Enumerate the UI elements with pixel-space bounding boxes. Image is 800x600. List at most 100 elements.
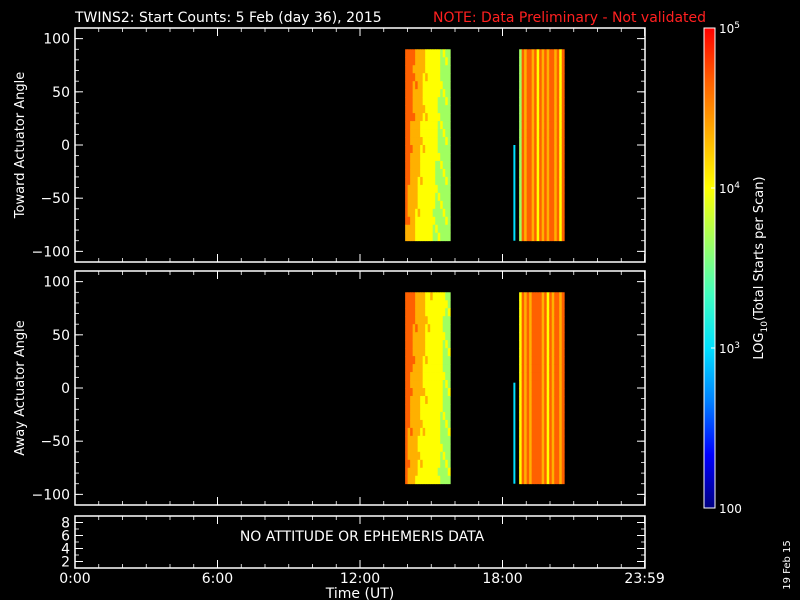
- heatmap-cell: [526, 208, 530, 218]
- heatmap-cell: [546, 340, 550, 349]
- heatmap-cell: [526, 372, 530, 381]
- heatmap-cell: [529, 411, 533, 421]
- heatmap-cell: [437, 475, 441, 485]
- heatmap-cell: [435, 113, 439, 122]
- heatmap-cell: [539, 324, 543, 333]
- heatmap-cell: [445, 105, 449, 114]
- heatmap-cell: [551, 57, 555, 66]
- heatmap-cell: [556, 475, 560, 485]
- heatmap-cell: [539, 372, 543, 381]
- heatmap-cell: [410, 292, 414, 301]
- heatmap-cell: [539, 459, 543, 469]
- heatmap-cell: [427, 176, 431, 186]
- heatmap-cell: [526, 192, 530, 202]
- heatmap-cell: [524, 89, 528, 98]
- heatmap-cell: [407, 192, 411, 202]
- heatmap-cell: [559, 364, 563, 373]
- heatmap-cell: [432, 380, 436, 389]
- heatmap-cell: [405, 324, 409, 333]
- heatmap-cell: [529, 129, 533, 138]
- heatmap-cell: [519, 356, 523, 365]
- heatmap-cell: [534, 49, 538, 58]
- heatmap-cell: [435, 459, 439, 469]
- chart-title: TWINS2: Start Counts: 5 Feb (day 36), 20…: [74, 10, 382, 26]
- heatmap-cell: [407, 160, 411, 170]
- heatmap-cell: [405, 176, 409, 186]
- heatmap-cell: [425, 216, 429, 226]
- heatmap-cell: [534, 292, 538, 301]
- heatmap-cell: [561, 403, 565, 413]
- heatmap-cell: [405, 427, 409, 437]
- heatmap-cell: [539, 113, 543, 122]
- heatmap-cell: [519, 364, 523, 373]
- heatmap-cell: [526, 152, 530, 162]
- heatmap-cell: [549, 224, 553, 234]
- heatmap-cell: [417, 411, 421, 421]
- heatmap-cell: [427, 89, 431, 98]
- heatmap-cell: [410, 129, 414, 138]
- heatmap-cell: [435, 192, 439, 202]
- heatmap-cell: [407, 145, 411, 154]
- heatmap-cell: [544, 129, 548, 138]
- heatmap-cell: [415, 475, 419, 485]
- heatmap-cell: [432, 411, 436, 421]
- heatmap-cell: [435, 232, 439, 242]
- heatmap-cell: [551, 129, 555, 138]
- heatmap-cell: [447, 57, 451, 66]
- heatmap-cell: [556, 467, 560, 477]
- heatmap-cell: [432, 57, 436, 66]
- heatmap-cell: [549, 459, 553, 469]
- heatmap-cell: [521, 340, 525, 349]
- heatmap-cell: [554, 145, 558, 154]
- heatmap-cell: [437, 89, 441, 98]
- heatmap-cell: [437, 216, 441, 226]
- heatmap-cell: [430, 200, 434, 210]
- heatmap-cell: [544, 152, 548, 162]
- heatmap-cell: [420, 97, 424, 106]
- heatmap-cell: [410, 411, 414, 421]
- heatmap-cell: [427, 475, 431, 485]
- heatmap-cell: [526, 200, 530, 210]
- heatmap-cell: [427, 292, 431, 301]
- heatmap-cell: [410, 435, 414, 445]
- heatmap-cell: [544, 81, 548, 90]
- heatmap-cell: [519, 332, 523, 341]
- heatmap-cell: [420, 451, 424, 461]
- heatmap-cell: [445, 200, 449, 210]
- heatmap-cell: [425, 292, 429, 301]
- heatmap-cell: [546, 81, 550, 90]
- heatmap-cell: [420, 467, 424, 477]
- heatmap-cell: [412, 105, 416, 114]
- heatmap-cell: [526, 224, 530, 234]
- heatmap-cell: [524, 121, 528, 130]
- heatmap-cell: [435, 216, 439, 226]
- heatmap-cell: [432, 316, 436, 325]
- heatmap-cell: [445, 348, 449, 357]
- heatmap-cell: [546, 129, 550, 138]
- heatmap-cell: [546, 192, 550, 202]
- heatmap-cell: [519, 176, 523, 186]
- heatmap-cell: [415, 168, 419, 178]
- heatmap-cell: [420, 348, 424, 357]
- heatmap-cell: [541, 224, 545, 234]
- heatmap-cell: [407, 427, 411, 437]
- heatmap-cell: [539, 475, 543, 485]
- heatmap-cell: [534, 216, 538, 226]
- heatmap-cell: [407, 411, 411, 421]
- heatmap-cell: [534, 129, 538, 138]
- heatmap-cell: [425, 411, 429, 421]
- heatmap-cell: [551, 356, 555, 365]
- heatmap-cell: [531, 348, 535, 357]
- heatmap-cell: [445, 403, 449, 413]
- heatmap-cell: [432, 340, 436, 349]
- heatmap-cell: [430, 324, 434, 333]
- heatmap-cell: [531, 176, 535, 186]
- heatmap-cell: [417, 208, 421, 218]
- heatmap-cell: [554, 89, 558, 98]
- heatmap-cell: [440, 208, 444, 218]
- heatmap-cell: [544, 411, 548, 421]
- heatmap-cell: [521, 176, 525, 186]
- heatmap-cell: [531, 160, 535, 170]
- heatmap-cell: [412, 176, 416, 186]
- heatmap-cell: [554, 216, 558, 226]
